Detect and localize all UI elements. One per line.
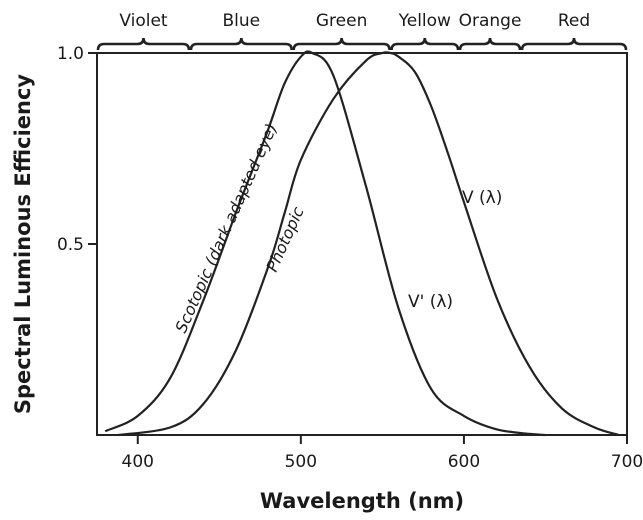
- band-brace: [390, 37, 460, 51]
- band-label: Red: [558, 11, 590, 31]
- band-brace: [189, 37, 293, 51]
- scotopic-curve-label: Scotopic (dark adapted eye): [171, 120, 281, 335]
- band-label: Violet: [119, 11, 168, 31]
- band-label: Orange: [459, 11, 522, 31]
- x-axis-ticks: 400 500 600 700: [122, 435, 643, 472]
- band-brace: [520, 37, 628, 51]
- photopic-curve-label: Photopic: [262, 204, 308, 275]
- scotopic-curve: [104, 50, 546, 437]
- band-label: Blue: [223, 11, 261, 31]
- plot-frame: [96, 52, 628, 436]
- band-brace: [458, 37, 522, 51]
- v-prime-lambda-label: V' (λ): [408, 292, 453, 312]
- band-label: Yellow: [398, 11, 451, 31]
- x-tick-label: 500: [285, 452, 317, 472]
- x-tick-label: 700: [611, 452, 643, 472]
- photopic-curve: [118, 51, 620, 437]
- y-tick-label: 1.0: [57, 44, 84, 64]
- band-brace: [292, 37, 391, 51]
- y-axis-ticks: 0.5 1.0: [57, 44, 97, 255]
- y-axis-title: Spectral Luminous Efficiency: [11, 74, 35, 415]
- curves: [104, 50, 620, 437]
- x-tick-label: 600: [448, 452, 480, 472]
- y-tick-label: 0.5: [57, 235, 84, 255]
- x-axis-title: Wavelength (nm): [260, 489, 464, 513]
- band-label: Green: [316, 11, 367, 31]
- color-bands: Violet Blue Green Yellow Orange Red: [96, 11, 628, 51]
- band-brace: [96, 37, 191, 51]
- x-tick-label: 400: [122, 452, 154, 472]
- v-lambda-label: V (λ): [462, 188, 502, 208]
